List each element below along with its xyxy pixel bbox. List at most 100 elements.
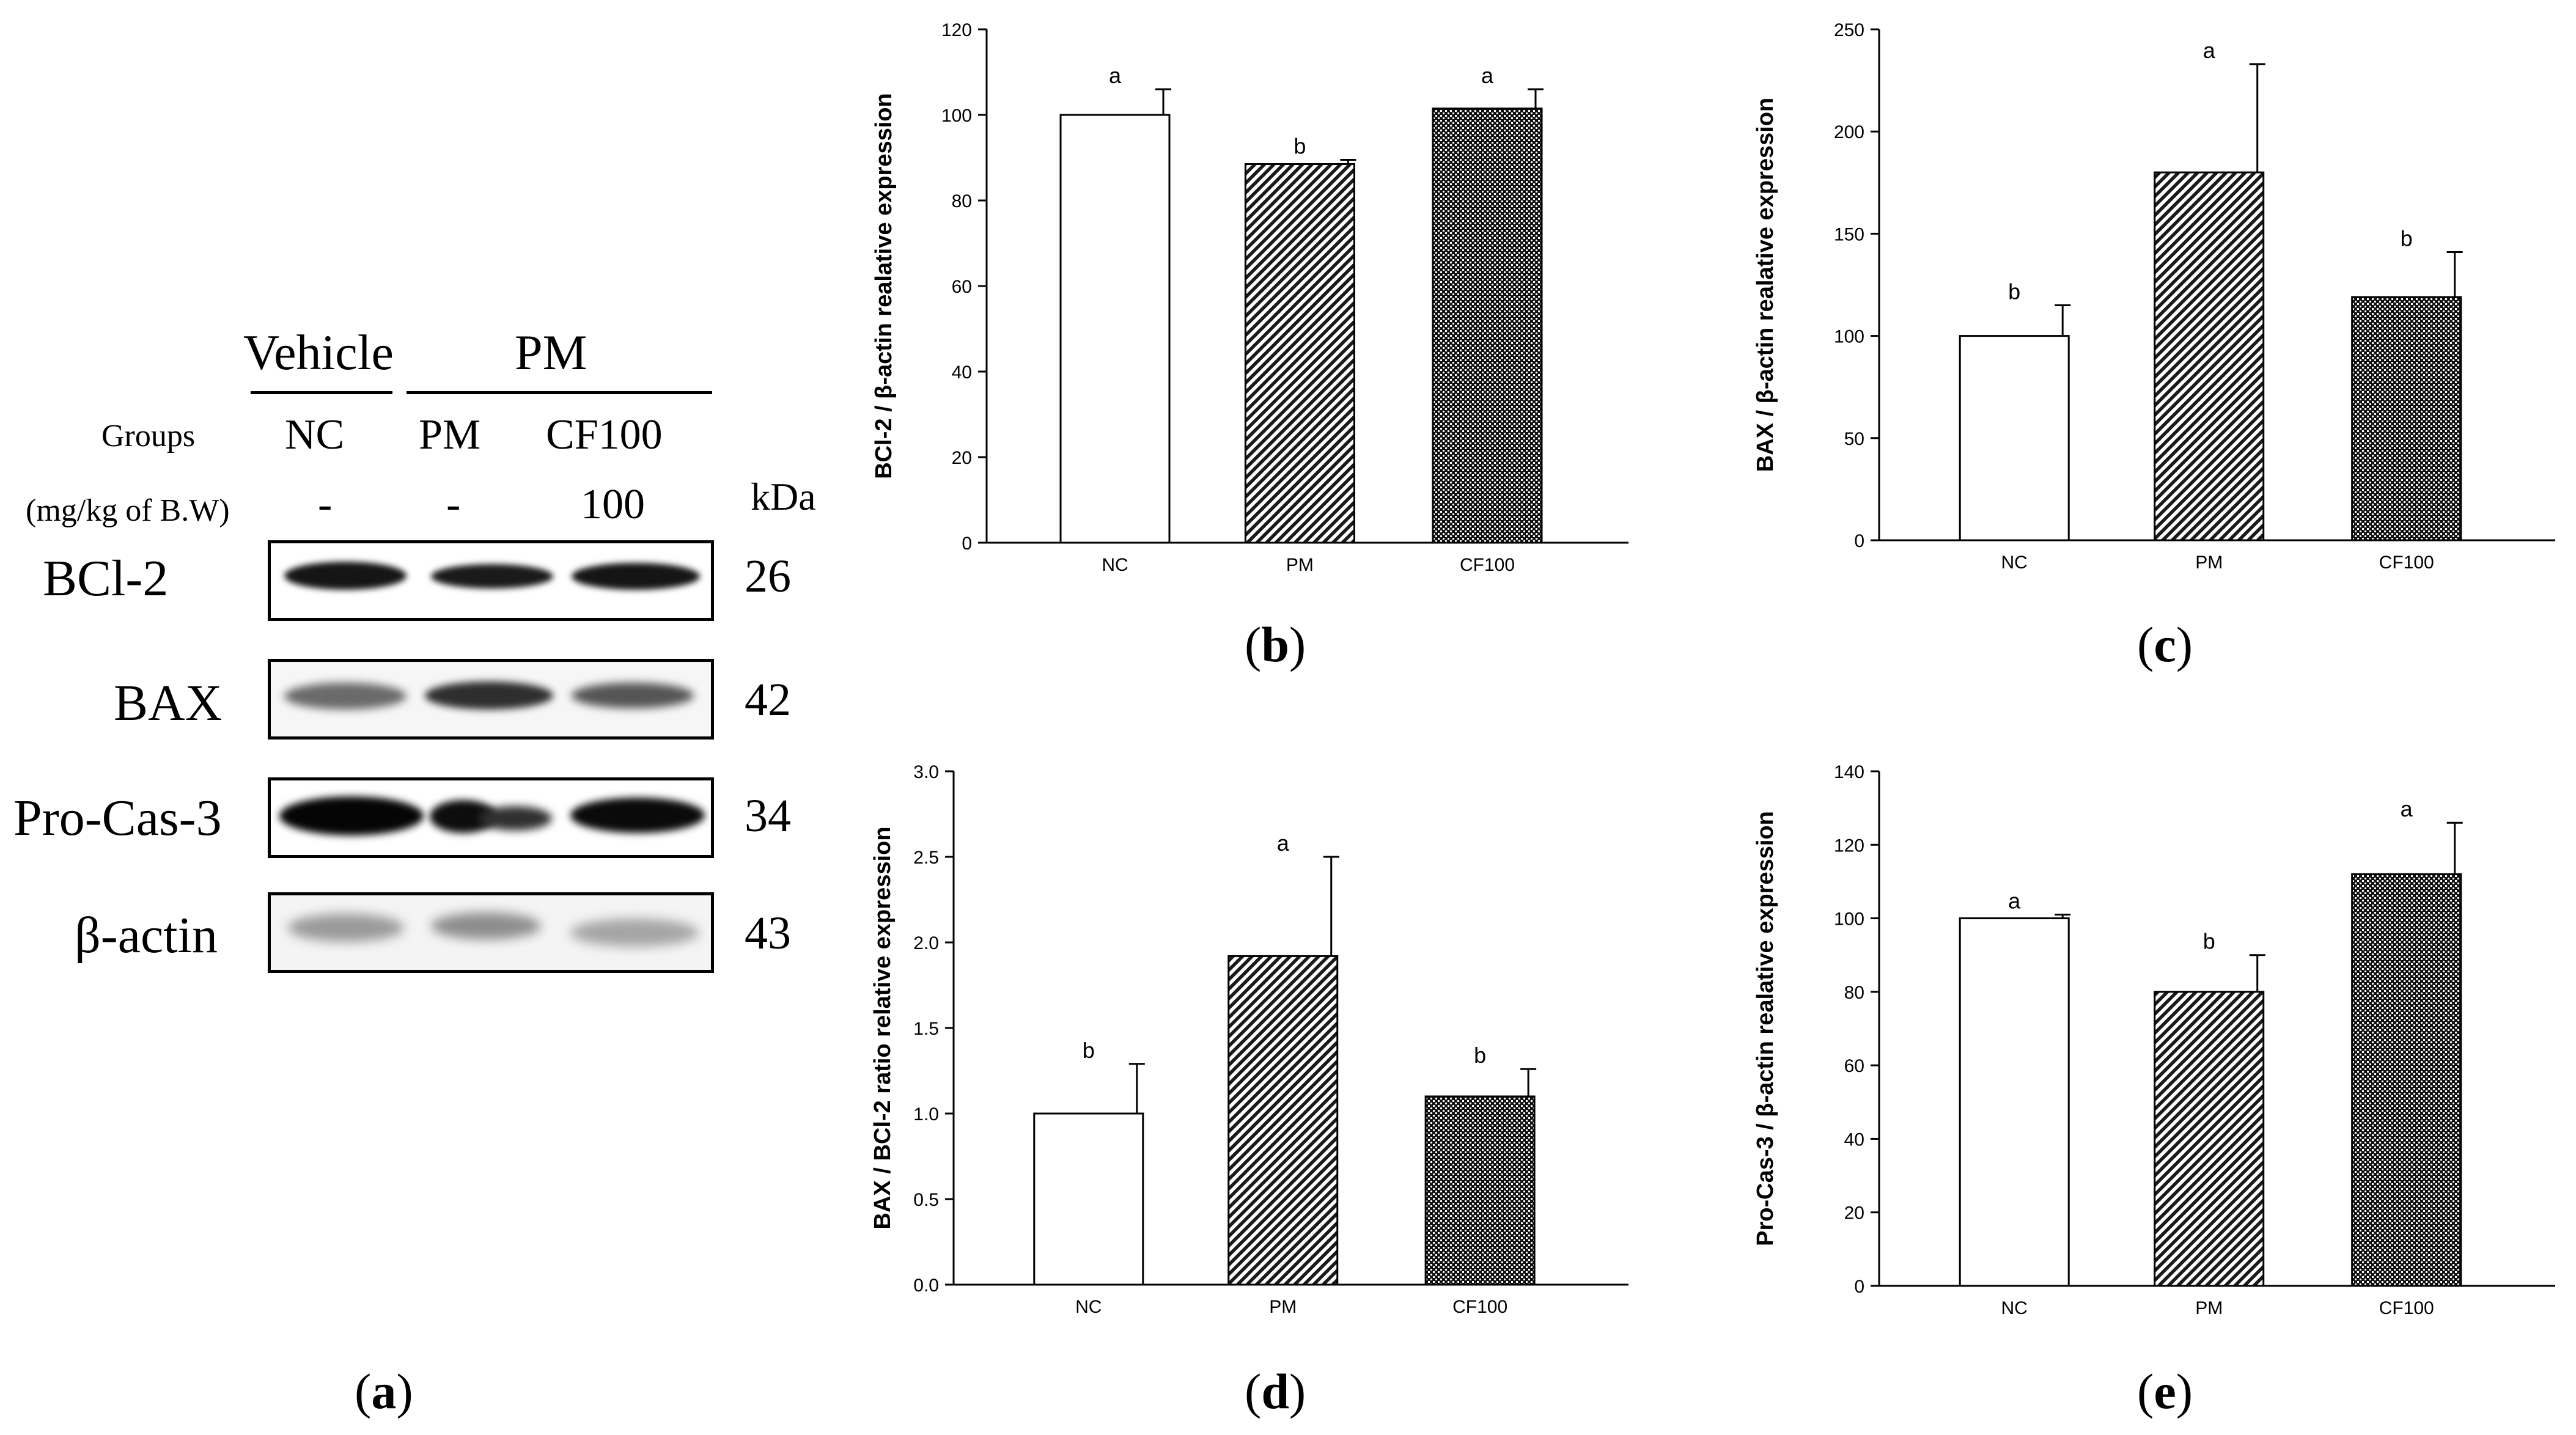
significance-letter: a (1277, 831, 1290, 856)
bar-cf100 (2351, 296, 2462, 541)
y-tick-label: 0 (1854, 531, 1864, 551)
band (431, 912, 541, 939)
significance-letter: a (1481, 63, 1494, 88)
y-tick-label: 150 (1834, 224, 1864, 244)
protein-label-beta-actin: β-actin (75, 907, 218, 964)
x-tick-label: CF100 (2379, 1298, 2434, 1318)
bar-cf100 (1432, 108, 1543, 544)
y-tick-label: 120 (941, 20, 972, 40)
blot-strip-procas3 (268, 777, 714, 858)
pm-header: PM (515, 325, 587, 380)
band (284, 562, 407, 590)
groups-label: Groups (101, 419, 196, 453)
lane-label-cf100: CF100 (546, 411, 663, 458)
x-tick-label: NC (2001, 552, 2028, 573)
vehicle-underline (251, 391, 392, 394)
y-tick-label: 140 (1834, 762, 1864, 782)
kda-beta-actin: 43 (745, 908, 791, 959)
protein-label-bax: BAX (114, 675, 223, 732)
y-tick-label: 0 (1854, 1277, 1864, 1297)
significance-letter: b (2203, 929, 2215, 954)
band (572, 683, 694, 708)
dose-label: (mg/kg of B.W) (26, 493, 230, 528)
y-tick-label: 1.0 (913, 1104, 939, 1125)
bar-nc (1959, 917, 2070, 1287)
dose-pm: - (446, 481, 461, 528)
western-blot-panel: Vehicle PM Groups NC PM CF100 (mg/kg of … (0, 0, 831, 1435)
x-tick-label: NC (1102, 555, 1128, 575)
x-tick-label: NC (2001, 1298, 2028, 1318)
bar-pm (2154, 991, 2265, 1287)
significance-letter: a (1109, 63, 1122, 88)
y-tick-label: 40 (1844, 1129, 1864, 1150)
band (572, 563, 700, 590)
vehicle-header: Vehicle (243, 325, 394, 380)
bar-nc (1033, 1112, 1144, 1286)
band (479, 806, 552, 831)
bar-pm (1227, 955, 1339, 1286)
panel-label-e: (e) (2137, 1363, 2193, 1419)
panel-label-d: (d) (1245, 1363, 1306, 1419)
bar-pm (2154, 171, 2265, 541)
x-tick-label: NC (1075, 1297, 1102, 1317)
y-tick-label: 20 (952, 448, 972, 468)
x-tick-label: PM (2195, 552, 2223, 573)
y-axis-title: BAX / BCl-2 ratio relative expression (870, 827, 896, 1230)
y-tick-label: 2.5 (913, 848, 939, 868)
significance-letter: a (2203, 38, 2216, 63)
y-tick-label: 60 (952, 277, 972, 297)
x-tick-label: PM (1286, 555, 1314, 575)
y-tick-label: 60 (1844, 1056, 1864, 1076)
band (425, 681, 553, 710)
y-tick-label: 0.5 (913, 1190, 939, 1210)
protein-label-procas3: Pro-Cas-3 (13, 790, 222, 846)
y-axis-title: BCl-2 / β-actin realative expression (871, 93, 897, 479)
y-tick-label: 2.0 (913, 933, 939, 953)
y-axis-title: BAX / β-actin realative expression (1753, 98, 1778, 472)
y-tick-label: 80 (1844, 983, 1864, 1003)
lane-label-nc: NC (285, 411, 345, 458)
y-tick-label: 120 (1834, 835, 1864, 856)
band (284, 683, 407, 710)
panel-label-c: (c) (2137, 617, 2193, 672)
y-tick-label: 0.0 (913, 1275, 939, 1296)
y-tick-label: 1.5 (913, 1019, 939, 1039)
blot-strip-bax (268, 659, 714, 740)
bar-nc (1959, 335, 2070, 541)
band (288, 914, 404, 942)
x-tick-label: PM (1269, 1297, 1297, 1317)
significance-letter: a (2008, 889, 2021, 914)
band (570, 919, 699, 947)
x-tick-label: PM (2195, 1298, 2223, 1318)
significance-letter: b (1083, 1038, 1095, 1063)
bar-nc (1059, 114, 1171, 544)
significance-letter: b (1474, 1043, 1486, 1068)
significance-letter: a (2401, 796, 2413, 821)
y-tick-label: 100 (1834, 327, 1864, 347)
y-axis-title: Pro-Cas-3 / β-actin realative expression (1753, 811, 1778, 1246)
y-tick-label: 250 (1834, 20, 1864, 40)
y-tick-label: 50 (1844, 429, 1864, 449)
pm-underline (407, 391, 712, 394)
band (431, 564, 553, 589)
x-tick-label: CF100 (1460, 555, 1515, 575)
band (279, 796, 424, 835)
significance-letter: b (2008, 279, 2020, 304)
y-tick-label: 100 (941, 106, 972, 126)
kda-label: kDa (751, 475, 816, 518)
y-tick-label: 80 (952, 191, 972, 211)
x-tick-label: CF100 (2379, 552, 2434, 573)
band (570, 798, 705, 833)
y-tick-label: 3.0 (913, 762, 939, 782)
panel-label-a: (a) (355, 1363, 413, 1419)
y-tick-label: 40 (952, 362, 972, 383)
lane-label-pm: PM (419, 411, 481, 458)
x-tick-label: CF100 (1452, 1297, 1507, 1317)
dose-cf100: 100 (581, 481, 645, 528)
blot-strip-bcl2 (268, 540, 714, 621)
bar-cf100 (1424, 1095, 1536, 1286)
kda-procas3: 34 (745, 790, 791, 842)
blot-strip-beta-actin (268, 892, 714, 973)
significance-letter: b (1294, 134, 1306, 159)
